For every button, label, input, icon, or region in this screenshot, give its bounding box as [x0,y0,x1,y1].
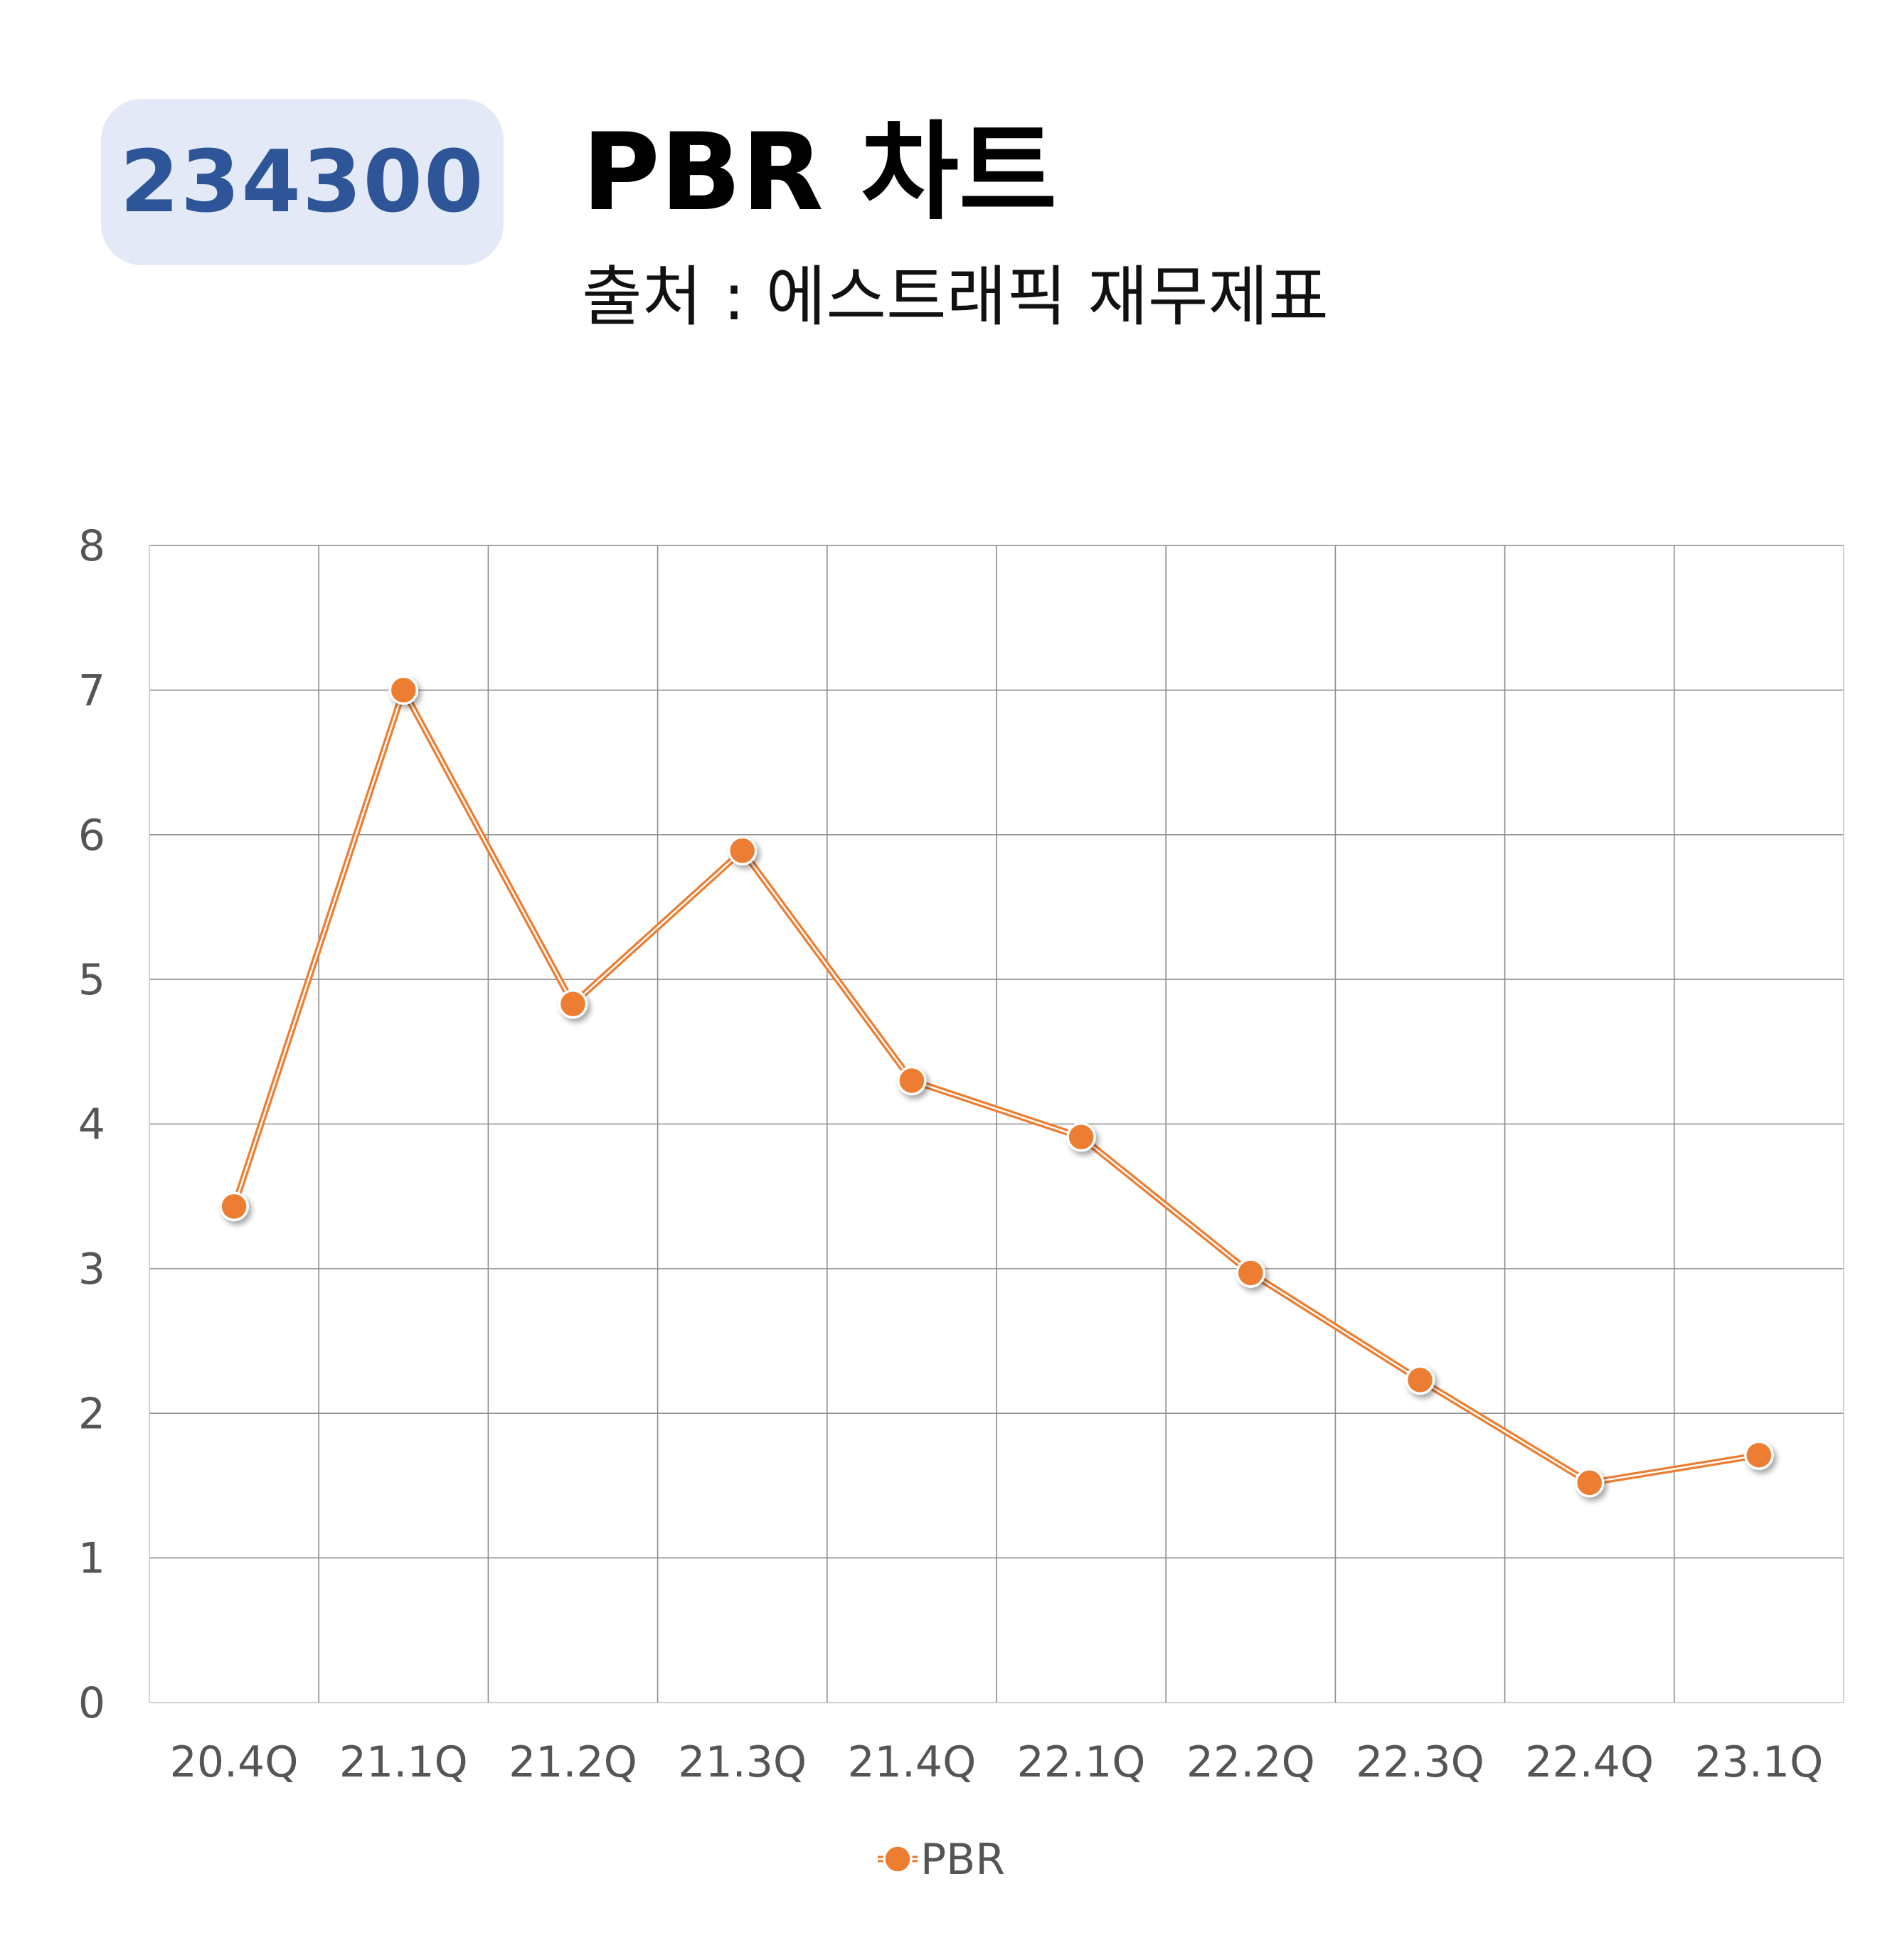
data-point-22.1Q [1066,1122,1096,1152]
x-tick-label: 21.2Q [509,1737,637,1787]
x-tick-label: 21.1Q [339,1737,468,1787]
legend-label: PBR [920,1835,1005,1885]
y-tick-label: 8 [78,521,105,571]
x-tick-label: 20.4Q [170,1737,299,1787]
x-tick-label: 21.3Q [678,1737,807,1787]
x-tick-label: 22.3Q [1356,1737,1484,1787]
grid [149,545,1844,1703]
chart-title: PBR 차트 [582,111,1057,235]
x-tick-label: 22.1Q [1017,1737,1146,1787]
data-point-22.2Q [1236,1258,1266,1288]
data-point-21.1Q [388,675,419,705]
data-point-22.3Q [1405,1365,1435,1395]
x-tick-label: 22.4Q [1525,1737,1654,1787]
legend-marker [883,1844,913,1874]
y-tick-label: 4 [78,1100,105,1150]
axis-labels: 0 1 2 3 4 5 6 7 8 20.4Q 21.1Q 21.2Q 21.3Q 21.4Q 22.1Q 2… [78,521,1824,1787]
y-tick-label: 1 [78,1534,105,1584]
data-point-22.4Q [1574,1468,1605,1498]
y-tick-label: 0 [78,1678,105,1728]
data-point-21.4Q [897,1065,927,1096]
x-tick-label: 23.1Q [1694,1737,1823,1787]
y-tick-label: 5 [78,955,105,1005]
x-tick-label: 22.2Q [1186,1737,1315,1787]
y-tick-label: 3 [78,1245,105,1294]
stock-code: 234300 [119,132,485,232]
data-point-23.1Q [1744,1440,1774,1470]
series-pbr [219,675,1774,1498]
data-point-21.2Q [558,989,588,1019]
data-point-21.3Q [727,836,758,866]
y-tick-label: 2 [78,1389,105,1439]
chart-subtitle: 출처 : 에스트래픽 재무제표 [582,259,1329,335]
series-line-inner [233,689,1760,1484]
legend: PBR [878,1835,1005,1885]
data-point-20.4Q [219,1191,249,1222]
stock-code-badge: 234300 [101,99,504,265]
x-tick-label: 21.4Q [847,1737,976,1787]
y-tick-label: 7 [78,666,105,715]
y-tick-label: 6 [78,811,105,861]
